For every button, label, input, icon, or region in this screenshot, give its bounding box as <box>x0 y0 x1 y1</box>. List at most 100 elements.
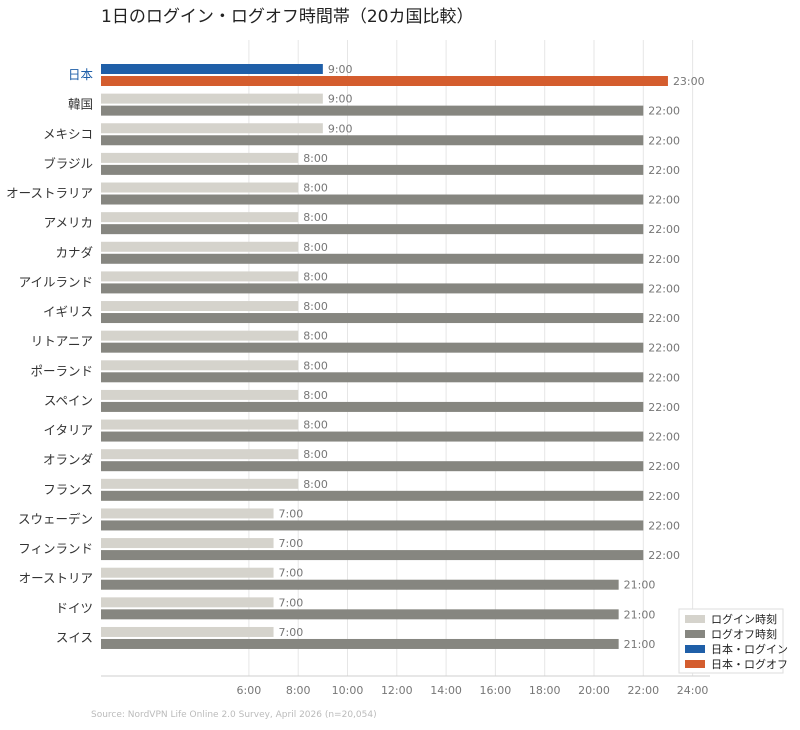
logoff-bar <box>101 638 619 649</box>
logoff-value-label: 22:00 <box>648 134 680 147</box>
login-bar <box>101 449 299 460</box>
login-bar <box>101 330 299 341</box>
bar-row: スイス 7:00 21:00 <box>56 626 655 651</box>
bar-row: 韓国 9:00 22:00 <box>68 93 680 118</box>
logoff-value-label: 22:00 <box>648 312 680 325</box>
logoff-bar <box>101 461 644 472</box>
logoff-value-label: 22:00 <box>648 460 680 473</box>
login-bar <box>101 478 299 489</box>
logoff-bar <box>101 342 644 353</box>
logoff-value-label: 22:00 <box>648 519 680 532</box>
logoff-bar <box>101 550 644 561</box>
login-bar <box>101 152 299 163</box>
x-tick-label: 14:00 <box>430 684 462 697</box>
logoff-bar <box>101 164 644 175</box>
login-value-label: 8:00 <box>303 211 328 224</box>
login-value-label: 8:00 <box>303 330 328 343</box>
logoff-value-label: 23:00 <box>673 75 705 88</box>
bar-row: オランダ 8:00 22:00 <box>43 448 680 473</box>
category-label: スペイン <box>44 393 93 408</box>
logoff-bar <box>101 579 619 590</box>
bar-row: カナダ 8:00 22:00 <box>55 241 680 266</box>
gridlines <box>248 40 694 676</box>
legend-label: 日本・ログイン <box>711 642 788 656</box>
login-value-label: 8:00 <box>303 448 328 461</box>
login-value-label: 8:00 <box>303 389 328 402</box>
category-label: オーストラリア <box>6 186 93 201</box>
source-note: Source: NordVPN Life Online 2.0 Survey, … <box>91 710 377 720</box>
bar-row: オーストラリア 8:00 22:00 <box>6 182 680 207</box>
login-bar <box>101 64 323 74</box>
bar-row: リトアニア 8:00 22:00 <box>31 330 680 355</box>
logoff-value-label: 22:00 <box>648 342 680 355</box>
bar-row: ブラジル 8:00 22:00 <box>43 152 680 177</box>
legend-swatch <box>685 645 705 653</box>
login-value-label: 8:00 <box>303 241 328 254</box>
logoff-value-label: 22:00 <box>648 282 680 295</box>
login-bar <box>101 123 323 134</box>
logoff-value-label: 22:00 <box>648 194 680 207</box>
bar-row: フランス 8:00 22:00 <box>43 478 680 503</box>
x-tick-label: 18:00 <box>529 684 561 697</box>
bar-row: オーストリア 7:00 21:00 <box>19 567 656 592</box>
login-value-label: 8:00 <box>303 478 328 491</box>
category-label: フィンランド <box>18 541 93 556</box>
bar-row: イギリス 8:00 22:00 <box>43 300 680 325</box>
legend-label: ログイン時刻 <box>711 612 777 626</box>
legend-label: 日本・ログオフ <box>711 657 788 671</box>
logoff-bar <box>101 609 619 620</box>
login-value-label: 8:00 <box>303 270 328 283</box>
login-bar <box>101 597 274 608</box>
logoff-bar <box>101 401 644 412</box>
logoff-value-label: 22:00 <box>648 253 680 266</box>
category-label: ドイツ <box>55 600 93 615</box>
login-bar <box>101 212 299 223</box>
login-bar <box>101 241 299 252</box>
bar-row: 日本 9:00 23:00 <box>68 63 705 88</box>
category-label: カナダ <box>55 245 93 260</box>
legend-swatch <box>685 615 705 623</box>
login-bar <box>101 182 299 193</box>
x-tick-label: 12:00 <box>381 684 413 697</box>
login-bar <box>101 271 299 282</box>
login-value-label: 7:00 <box>279 626 304 639</box>
logoff-bar <box>101 253 644 264</box>
category-label: ブラジル <box>43 156 93 171</box>
login-bar <box>101 301 299 312</box>
category-label: オランダ <box>43 452 93 467</box>
login-value-label: 8:00 <box>303 359 328 372</box>
legend-label: ログオフ時刻 <box>711 627 777 641</box>
login-bar <box>101 389 299 400</box>
logoff-bar <box>101 135 644 146</box>
legend-swatch <box>685 630 705 638</box>
login-value-label: 8:00 <box>303 152 328 165</box>
x-tick-label: 6:00 <box>237 684 262 697</box>
bars: 日本 9:00 23:00 韓国 9:00 22:00 メキシコ 9:00 22:00 ブラジル 8… <box>6 63 705 651</box>
login-bar <box>101 508 274 519</box>
category-label: イギリス <box>43 304 93 319</box>
category-label: スウェーデン <box>18 511 93 526</box>
login-value-label: 9:00 <box>328 93 353 106</box>
bar-row: フィンランド 7:00 22:00 <box>18 537 680 562</box>
bar-row: アメリカ 8:00 22:00 <box>44 211 680 236</box>
x-tick-label: 16:00 <box>480 684 512 697</box>
category-label: メキシコ <box>43 126 93 141</box>
bar-row: イタリア 8:00 22:00 <box>43 419 680 444</box>
x-tick-labels: 6:00 8:00 10:00 12:00 14:00 16:00 18:00 20:00 22… <box>237 684 709 697</box>
category-label: オーストリア <box>19 571 93 586</box>
login-value-label: 7:00 <box>279 567 304 580</box>
login-bar <box>101 567 274 578</box>
chart-title: 1日のログイン・ログオフ時間帯（20カ国比較） <box>101 7 473 27</box>
login-value-label: 7:00 <box>279 537 304 550</box>
logoff-value-label: 22:00 <box>648 490 680 503</box>
bar-row: ドイツ 7:00 21:00 <box>55 596 655 621</box>
logoff-value-label: 22:00 <box>648 431 680 444</box>
login-value-label: 8:00 <box>303 300 328 313</box>
logoff-bar <box>101 490 644 501</box>
logoff-bar <box>101 283 644 294</box>
login-value-label: 9:00 <box>328 122 353 135</box>
logoff-bar <box>101 76 668 86</box>
